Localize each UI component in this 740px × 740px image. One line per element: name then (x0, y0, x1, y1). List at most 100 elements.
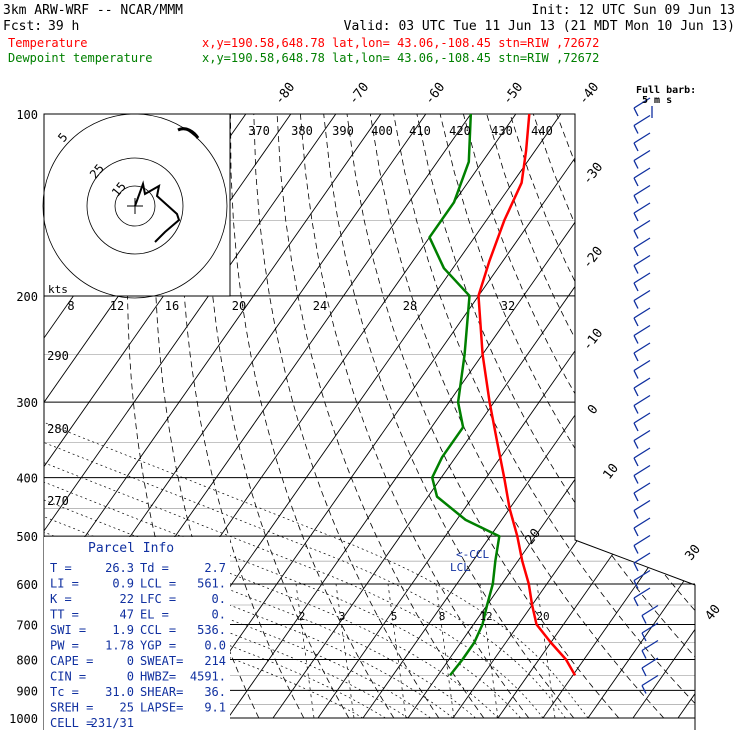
wind-barb-flag (633, 562, 639, 572)
wind-barb-flag (633, 177, 639, 187)
wind-barb-staff (633, 534, 651, 547)
wind-barb-flag (633, 212, 639, 222)
dry-adiabat-line (180, 114, 305, 719)
isotherm-line (272, 114, 695, 719)
dry-adiabat-line (626, 114, 695, 719)
wind-barb-staff (633, 377, 651, 389)
parcel-row-label: SREH = (50, 701, 93, 715)
parcel-row-value2: 0. (212, 592, 226, 606)
parcel-row-value2: 0. (212, 608, 226, 622)
parcel-row-value: 1.9 (112, 623, 134, 637)
hodograph-ring (86, 157, 184, 255)
wind-barb-flag (633, 405, 639, 414)
wind-barb-staff (633, 272, 651, 284)
parcel-row-label: TT = (50, 608, 79, 622)
wind-barb-flag (633, 440, 639, 449)
wind-barb-flag (633, 317, 639, 327)
isotherm-line (44, 114, 337, 719)
wind-barb-staff (633, 167, 651, 179)
parcel-row-value2: 0.0 (204, 639, 226, 653)
wind-barb-staff (633, 447, 651, 459)
pressure-tick-label: 400 (16, 472, 38, 486)
parcel-row-value: 0.9 (112, 577, 134, 591)
wind-barb-staff (633, 202, 651, 214)
parcel-row-label2: CCL = (140, 623, 176, 637)
wind-barb-staff (633, 307, 651, 319)
wind-barb-staff (633, 359, 651, 372)
init-time: Init: 12 UTC Sun 09 Jun 13 (532, 3, 736, 18)
mixing-ratio-line (435, 583, 455, 719)
wind-barb-flag (633, 580, 639, 589)
isotherm-line (44, 114, 382, 719)
isotherm-line (632, 114, 695, 719)
pressure-tick-label: 700 (16, 618, 38, 632)
mixing-ratio-line (387, 583, 407, 719)
parcel-row-value2: 2.7 (204, 561, 226, 575)
isotherm-label: 0 (585, 402, 602, 417)
wind-barb-flag (633, 335, 639, 344)
isotherm-line (362, 114, 695, 719)
dry-adiabat-line (346, 114, 620, 719)
wind-barb-staff (641, 674, 659, 687)
moist-adiabat-line (44, 295, 544, 719)
dry-adiabat-line (602, 114, 695, 719)
parcel-row-value2: 36. (204, 685, 226, 699)
valid-time: Valid: 03 UTC Tue 11 Jun 13 (21 MDT Mon … (344, 19, 735, 34)
parcel-row-value: 26.3 (105, 561, 134, 575)
isotherm-line (587, 114, 695, 719)
wind-barb-staff (633, 464, 651, 477)
parcel-row-value: 22 (120, 592, 134, 606)
isotherm-line (227, 114, 652, 719)
dry-adiabat-line (253, 114, 440, 719)
mixing-ratio-label: 12 (479, 610, 492, 623)
parcel-row-value: 0 (127, 654, 134, 668)
speed-label: 24 (313, 299, 327, 313)
wind-barb-flag (641, 615, 647, 624)
theta-label: 390 (332, 124, 354, 138)
dry-adiabat-line (463, 114, 695, 719)
wind-barb-flag (633, 545, 639, 554)
forecast-hours: 39 h (48, 19, 79, 34)
pressure-tick-label: 300 (16, 396, 38, 410)
wind-barb-staff (633, 412, 651, 424)
wind-barb-flag (633, 125, 639, 134)
parcel-row-label2: Td = (140, 561, 169, 575)
parcel-row-label: CELL = (50, 716, 93, 730)
dry-adiabat-line (509, 114, 695, 719)
mixing-ratio-label: 8 (439, 610, 446, 623)
wind-barb-staff (633, 219, 651, 232)
dewpoint-legend: Dewpoint temperature (8, 51, 153, 65)
mixing-ratio-label: 3 (339, 610, 346, 623)
isotherm-label: -40 (576, 80, 602, 108)
theta-label: 440 (531, 124, 553, 138)
hodograph-ring (42, 113, 228, 299)
wind-barb-staff (633, 482, 651, 494)
dry-adiabat-line (300, 114, 530, 719)
isotherm-label: 20 (523, 526, 544, 548)
isotherm-label: 40 (703, 602, 724, 624)
wind-barb-flag (633, 387, 639, 397)
parcel-row-label: K = (50, 592, 72, 606)
wind-barb-flag (633, 282, 639, 292)
mixing-ratio-label: 2 (299, 610, 306, 623)
parcel-row-label: T = (50, 561, 72, 575)
theta-label: 420 (449, 124, 471, 138)
sounding-traces (428, 113, 577, 677)
wind-barb-flag (633, 597, 639, 607)
speed-label: 12 (110, 299, 124, 313)
mixing-ratio-line (479, 583, 499, 719)
dry-adiabat-line (532, 114, 695, 719)
isotherm-label: 30 (683, 542, 704, 564)
parcel-row-label: Tc = (50, 685, 79, 699)
isotherm-label: -60 (422, 80, 448, 108)
moist-adiabat-line (44, 295, 364, 719)
parcel-info-title: Parcel Info (88, 541, 174, 556)
isotherm-line (542, 114, 695, 719)
theta-label: 410 (409, 124, 431, 138)
parcel-row-value2: 561. (197, 577, 226, 591)
wind-barb-staff (633, 289, 651, 302)
wind-barb-flag (633, 492, 639, 502)
wind-barb-flag (633, 230, 639, 239)
